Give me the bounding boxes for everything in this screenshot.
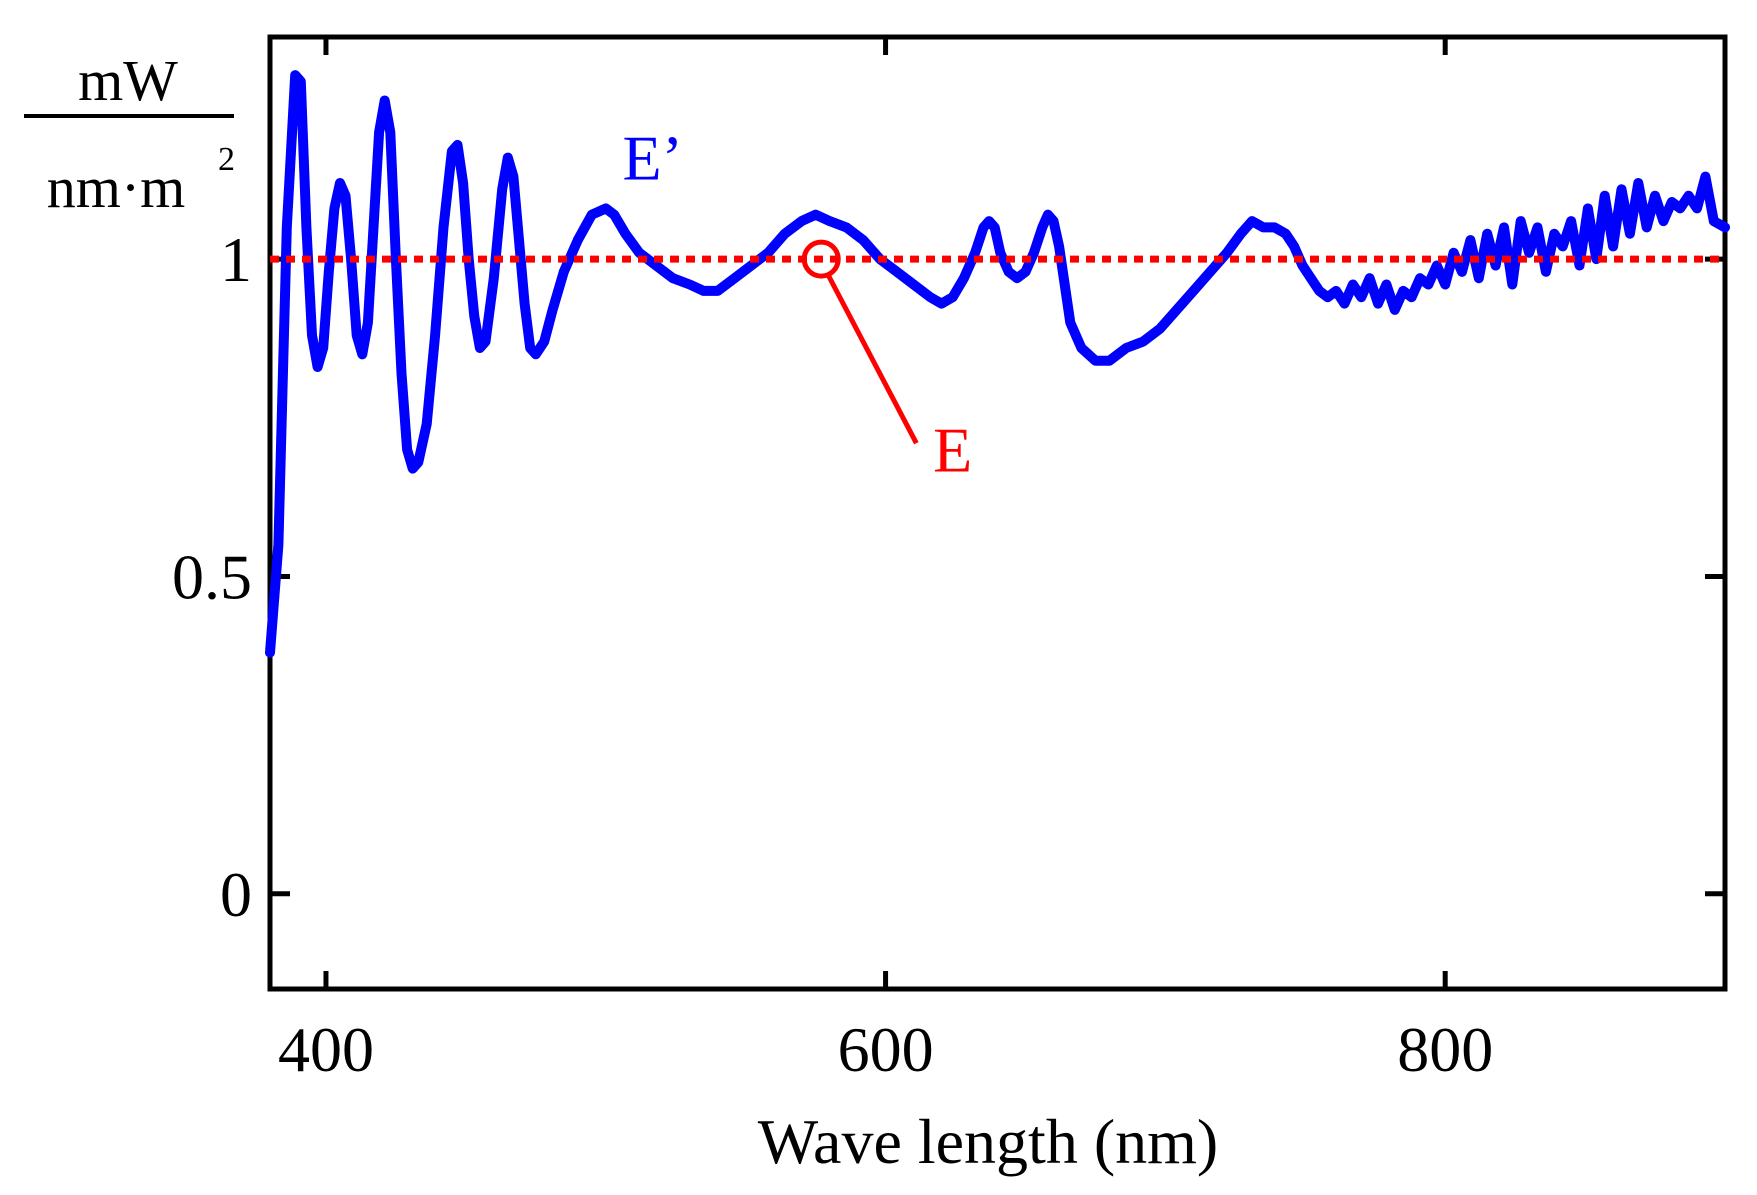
y-tick-label: 1 (220, 224, 252, 295)
y-unit-denominator-exponent: 2 (218, 141, 235, 178)
e-marker-circle (801, 239, 841, 279)
x-axis-title: Wave length (nm) (758, 1106, 1218, 1177)
plot-area: 400 600 800 0 0.5 1 E’ E (172, 34, 1730, 1085)
plot-frame (267, 34, 1728, 992)
series-label-e: E (933, 415, 972, 486)
x-tick-label: 400 (278, 1014, 374, 1085)
x-tick-label: 800 (1397, 1014, 1493, 1085)
y-axis-unit-label: mW nm·m 2 (24, 48, 235, 220)
series-line-e-prime (265, 70, 1730, 658)
series-label-e-prime: E’ (623, 123, 683, 194)
y-tick-label: 0.5 (172, 541, 252, 612)
y-unit-denominator-base: nm·m (47, 155, 186, 220)
x-tick-label: 600 (838, 1014, 934, 1085)
e-leader-line (826, 273, 919, 445)
y-unit-numerator: mW (78, 48, 178, 113)
y-tick-label: 0 (220, 859, 252, 930)
y-unit-denominator: nm·m (47, 155, 186, 220)
